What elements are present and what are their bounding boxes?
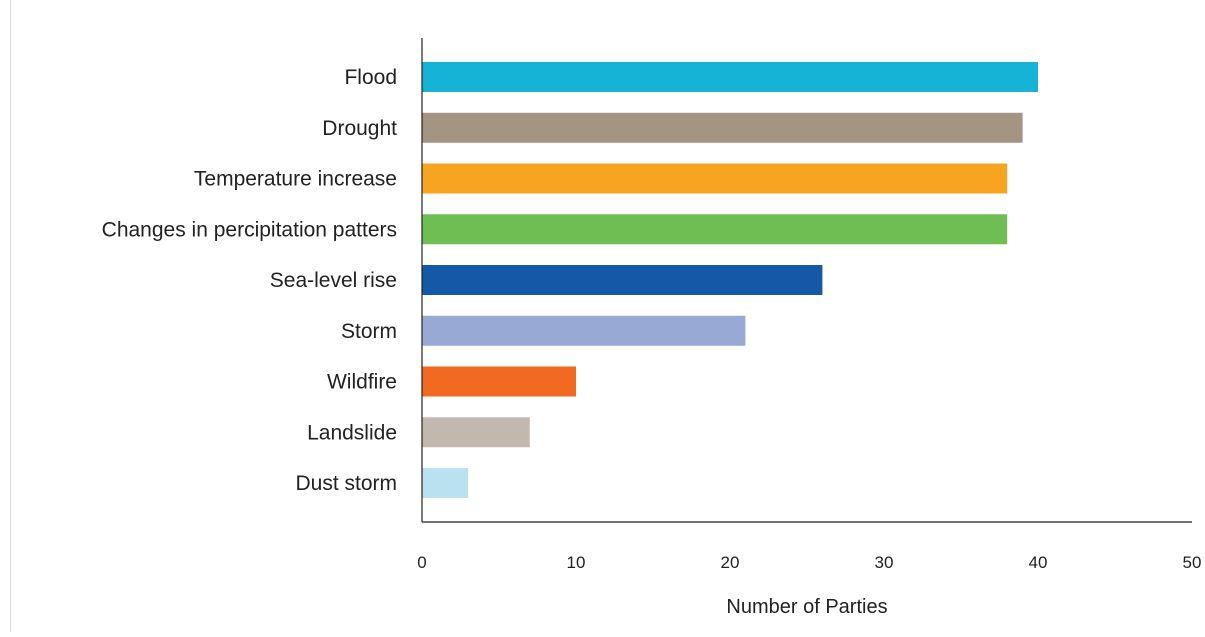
category-label-wildfire: Wildfire [327, 371, 397, 394]
bar-temperature-increase [422, 163, 1008, 194]
bar-drought [422, 112, 1023, 143]
bar-flood [422, 62, 1038, 92]
category-label-drought: Drought [322, 117, 397, 140]
x-axis-title: Number of Parties [726, 596, 887, 618]
bar-landslide [422, 417, 530, 448]
x-tick-label-40: 40 [1029, 553, 1048, 572]
x-tick-label-10: 10 [567, 553, 586, 572]
category-label-landslide: Landslide [307, 421, 397, 444]
bar-dust-storm [422, 468, 469, 498]
left-border-line [10, 0, 11, 632]
x-tick-label-50: 50 [1183, 553, 1202, 572]
category-label-temperature-increase: Temperature increase [194, 168, 397, 191]
category-label-storm: Storm [341, 320, 397, 343]
category-label-changes-in-percipitation-patters: Changes in percipitation patters [102, 218, 397, 241]
category-label-sea-level-rise: Sea-level rise [270, 269, 397, 292]
category-label-dust-storm: Dust storm [295, 472, 397, 495]
x-tick-labels-group: 0 10 20 30 40 50 [417, 553, 1201, 572]
category-label-flood: Flood [344, 66, 397, 89]
category-labels-group: Flood Drought Temperature increase Changes … [102, 66, 398, 495]
x-tick-label-20: 20 [721, 553, 740, 572]
bar-wildfire [422, 366, 576, 397]
x-tick-label-30: 30 [875, 553, 894, 572]
bar-sea-level-rise [422, 265, 823, 295]
x-tick-label-0: 0 [417, 553, 426, 572]
bar-storm [422, 315, 746, 346]
bars-group [422, 62, 1038, 498]
bar-changes-in-percipitation-patters [422, 214, 1008, 245]
